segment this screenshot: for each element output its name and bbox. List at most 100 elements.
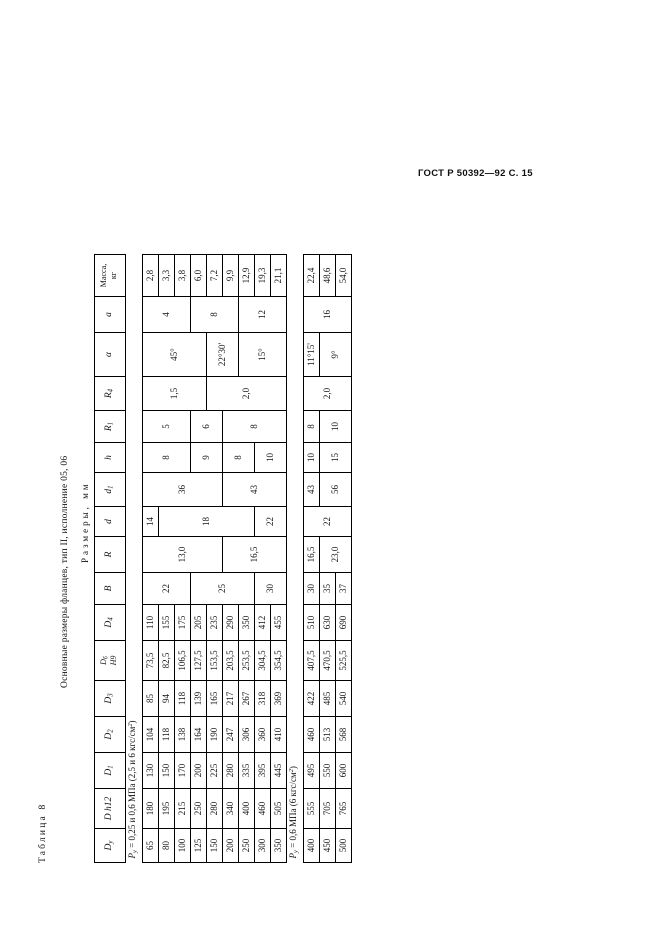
cell-db: 127,5 bbox=[190, 640, 207, 681]
section-title: Pу = 0,25 и 0,6 МПа (2,5 и 6 кгс/см2) bbox=[125, 254, 143, 863]
col-header-r: R bbox=[94, 536, 126, 573]
cell-d3: 267 bbox=[238, 680, 255, 717]
cell-d1: 495 bbox=[303, 752, 320, 789]
cell-d1: 335 bbox=[238, 752, 255, 789]
cell-d2: 104 bbox=[142, 716, 159, 753]
cell-d2: 164 bbox=[190, 716, 207, 753]
cell-mass: 9,9 bbox=[222, 254, 239, 297]
cell-d2: 190 bbox=[206, 716, 223, 753]
cell-dy: 125 bbox=[190, 828, 207, 863]
cell-d4: 155 bbox=[158, 604, 175, 641]
cell-db: 407,5 bbox=[303, 640, 320, 681]
cell-d: 340 bbox=[222, 788, 239, 829]
col-header-alpha: α bbox=[94, 332, 126, 377]
cell-r1: 6 bbox=[190, 410, 223, 443]
cell-alpha: 22°30' bbox=[206, 332, 239, 377]
cell-d2: 460 bbox=[303, 716, 320, 753]
cell-db: 82,5 bbox=[158, 640, 175, 681]
cell-d: 14 bbox=[142, 506, 159, 537]
cell-alpha: 11°15' bbox=[303, 332, 320, 377]
cell-b: 30 bbox=[254, 572, 287, 605]
cell-d1: 130 bbox=[142, 752, 159, 789]
cell-d: 505 bbox=[270, 788, 287, 829]
cell-r4: 2,0 bbox=[303, 376, 352, 411]
cell-d: 400 bbox=[238, 788, 255, 829]
cell-d1: 43 bbox=[222, 472, 287, 507]
cell-mass: 7,2 bbox=[206, 254, 223, 297]
cell-d4: 290 bbox=[222, 604, 239, 641]
cell-d1: 225 bbox=[206, 752, 223, 789]
cell-d3: 485 bbox=[319, 680, 336, 717]
cell-r1: 10 bbox=[319, 410, 352, 443]
section-title-row: Pу = 0,6 МПа (6 кгс/см2) bbox=[286, 254, 304, 863]
table-title: Основные размеры фланцев, тип II, исполн… bbox=[60, 455, 70, 688]
cell-alpha: 45° bbox=[142, 332, 207, 377]
cell-db: 203,5 bbox=[222, 640, 239, 681]
cell-dy: 350 bbox=[270, 828, 287, 863]
cell-a: 8 bbox=[190, 296, 239, 333]
cell-dy: 100 bbox=[174, 828, 191, 863]
cell-d: 215 bbox=[174, 788, 191, 829]
cell-d2: 247 bbox=[222, 716, 239, 753]
col-header-b: B bbox=[94, 572, 126, 605]
cell-d: 765 bbox=[335, 788, 352, 829]
cell-db: 253,5 bbox=[238, 640, 255, 681]
cell-h: 8 bbox=[142, 442, 191, 473]
col-header-r1: R1 bbox=[94, 410, 126, 443]
table-units-label: Размеры, мм bbox=[80, 481, 90, 563]
cell-db: 106,5 bbox=[174, 640, 191, 681]
cell-d3: 118 bbox=[174, 680, 191, 717]
col-header-d-hole: d bbox=[94, 506, 126, 537]
cell-d: 22 bbox=[254, 506, 287, 537]
col-header-dy: Dу bbox=[94, 828, 126, 863]
cell-r: 13,0 bbox=[142, 536, 223, 573]
cell-d: 460 bbox=[254, 788, 271, 829]
cell-b: 30 bbox=[303, 572, 320, 605]
cell-mass: 6,0 bbox=[190, 254, 207, 297]
table-body: Pу = 0,25 и 0,6 МПа (2,5 и 6 кгс/см2) 65 1… bbox=[125, 254, 352, 863]
cell-d1: 200 bbox=[190, 752, 207, 789]
cell-d3: 94 bbox=[158, 680, 175, 717]
cell-d: 705 bbox=[319, 788, 336, 829]
cell-r4: 2,0 bbox=[206, 376, 287, 411]
cell-r1: 5 bbox=[142, 410, 191, 443]
cell-dy: 400 bbox=[303, 828, 320, 863]
cell-d3: 139 bbox=[190, 680, 207, 717]
cell-d1: 445 bbox=[270, 752, 287, 789]
cell-d1: 56 bbox=[319, 472, 352, 507]
cell-d3: 165 bbox=[206, 680, 223, 717]
cell-db: 470,5 bbox=[319, 640, 336, 681]
cell-d: 280 bbox=[206, 788, 223, 829]
col-header-h: h bbox=[94, 442, 126, 473]
flange-dimensions-table: Dу D h12 D1 D2 D3 Dб H9 D4 B R d d1 h R1 … bbox=[94, 254, 352, 863]
cell-d1: 43 bbox=[303, 472, 320, 507]
cell-d: 180 bbox=[142, 788, 159, 829]
cell-mass: 3,8 bbox=[174, 254, 191, 297]
cell-d1: 600 bbox=[335, 752, 352, 789]
col-header-d1: D1 bbox=[94, 752, 126, 789]
cell-d4: 630 bbox=[319, 604, 336, 641]
table-row: 450 705 550 513 485 470,5 630 35 23,0 56 15 10 9° 48,… bbox=[319, 254, 352, 863]
cell-dy: 200 bbox=[222, 828, 239, 863]
cell-d4: 110 bbox=[142, 604, 159, 641]
cell-d4: 205 bbox=[190, 604, 207, 641]
cell-d1: 170 bbox=[174, 752, 191, 789]
cell-db: 525,5 bbox=[335, 640, 352, 681]
cell-d4: 175 bbox=[174, 604, 191, 641]
cell-d: 250 bbox=[190, 788, 207, 829]
cell-h: 10 bbox=[254, 442, 287, 473]
cell-a: 12 bbox=[238, 296, 287, 333]
cell-dy: 500 bbox=[335, 828, 352, 863]
cell-a: 4 bbox=[142, 296, 191, 333]
cell-dy: 65 bbox=[142, 828, 159, 863]
cell-d2: 118 bbox=[158, 716, 175, 753]
cell-db: 153,5 bbox=[206, 640, 223, 681]
cell-r: 23,0 bbox=[319, 536, 352, 573]
cell-d4: 455 bbox=[270, 604, 287, 641]
table-head: Dу D h12 D1 D2 D3 Dб H9 D4 B R d d1 h R1 … bbox=[94, 254, 126, 863]
cell-d3: 369 bbox=[270, 680, 287, 717]
cell-a: 16 bbox=[303, 296, 352, 333]
cell-b: 35 bbox=[319, 572, 336, 605]
cell-b: 37 bbox=[335, 572, 352, 605]
col-header-mass: Масса, кг bbox=[94, 254, 126, 297]
